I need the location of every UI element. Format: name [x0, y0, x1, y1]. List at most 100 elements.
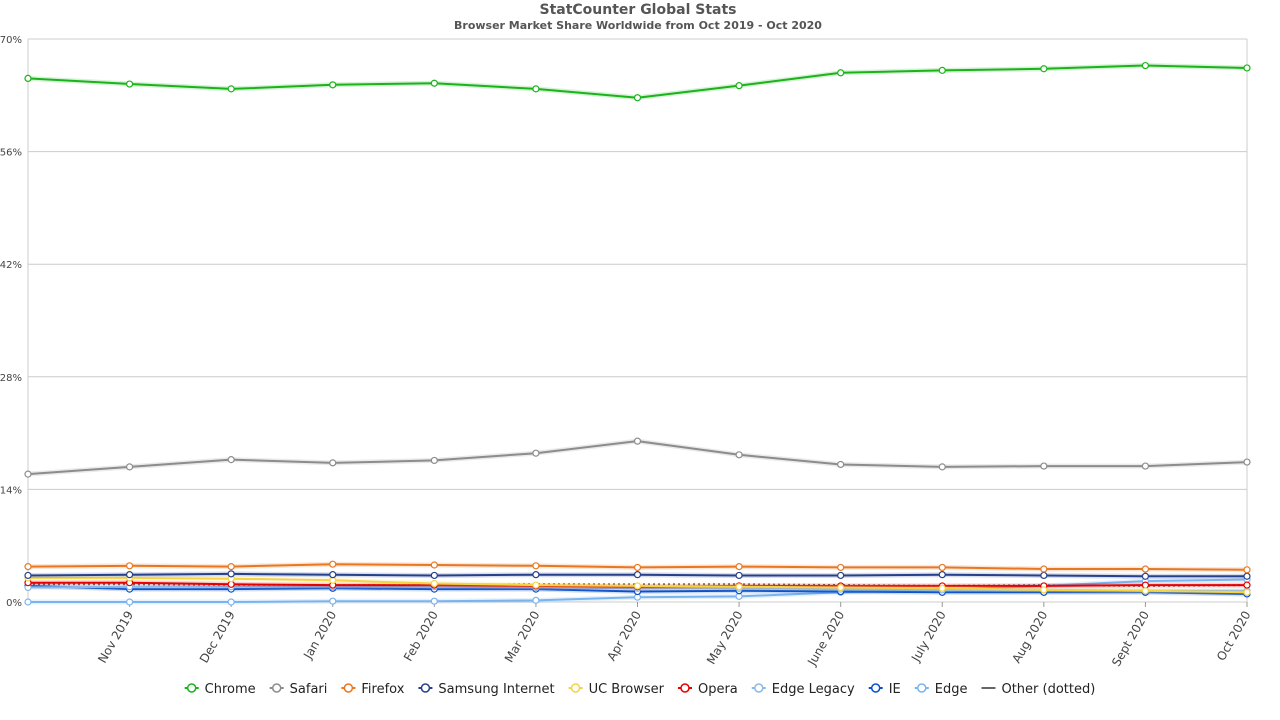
data-point-samsung-internet[interactable] [532, 571, 540, 579]
data-point-firefox[interactable] [837, 563, 845, 572]
data-point-uc-browser[interactable] [1243, 588, 1251, 596]
data-point-chrome[interactable] [24, 74, 32, 83]
data-point-samsung-internet[interactable] [125, 571, 134, 579]
data-point-safari[interactable] [532, 449, 540, 457]
legend-marker [343, 683, 354, 693]
x-tick-label: Dec 2019 [197, 609, 238, 666]
data-point-chrome[interactable] [735, 82, 743, 90]
legend-item-ie[interactable]: IE [868, 682, 901, 697]
y-tick-label: 28% [0, 373, 22, 384]
data-point-firefox[interactable] [125, 562, 134, 570]
data-point-uc-browser[interactable] [532, 581, 540, 589]
data-point-chrome[interactable] [430, 79, 438, 87]
data-point-safari[interactable] [1141, 462, 1150, 470]
legend-marker [680, 683, 690, 693]
legend-item-other-dotted[interactable]: Other (dotted) [981, 682, 1095, 697]
data-point-samsung-internet[interactable] [1040, 571, 1048, 580]
data-point-firefox[interactable] [430, 561, 438, 569]
y-tick-label: 14% [0, 485, 22, 496]
data-point-opera[interactable] [1243, 581, 1251, 589]
data-point-edge[interactable] [329, 597, 337, 605]
legend-label: Firefox [361, 682, 404, 697]
data-point-safari[interactable] [837, 460, 845, 469]
data-point-chrome[interactable] [125, 80, 134, 88]
data-point-chrome[interactable] [532, 85, 540, 93]
x-tick-label: Feb 2020 [401, 609, 441, 664]
data-point-samsung-internet[interactable] [430, 571, 438, 580]
data-point-uc-browser[interactable] [837, 583, 845, 592]
data-point-safari[interactable] [125, 463, 134, 471]
legend: Chrome Safari Firefox Samsung Internet UC Br… [184, 682, 1095, 697]
data-point-uc-browser[interactable] [735, 583, 743, 591]
y-axis-ticks: 0% 14% 28% 42% 56% 70% [0, 35, 22, 609]
legend-item-firefox[interactable]: Firefox [341, 682, 405, 697]
data-point-firefox[interactable] [329, 560, 337, 568]
data-point-chrome[interactable] [1141, 61, 1150, 70]
data-point-edge[interactable] [227, 598, 235, 606]
legend-marker [420, 683, 431, 693]
data-point-chrome[interactable] [227, 85, 235, 93]
data-point-samsung-internet[interactable] [1141, 572, 1150, 580]
data-point-samsung-internet[interactable] [938, 571, 946, 579]
data-point-uc-browser[interactable] [430, 579, 438, 588]
data-point-firefox[interactable] [735, 563, 743, 571]
legend-label: Edge Legacy [772, 682, 855, 697]
data-point-samsung-internet[interactable] [735, 571, 743, 580]
legend-item-edge[interactable]: Edge [914, 682, 968, 697]
data-point-firefox[interactable] [227, 563, 235, 571]
data-point-chrome[interactable] [633, 94, 642, 102]
data-point-chrome[interactable] [837, 69, 845, 77]
data-point-edge[interactable] [532, 596, 540, 604]
legend-marker [570, 683, 581, 693]
data-point-firefox[interactable] [938, 563, 946, 572]
data-point-safari[interactable] [227, 456, 235, 464]
data-point-safari[interactable] [735, 451, 743, 459]
data-point-samsung-internet[interactable] [227, 570, 235, 578]
data-point-safari[interactable] [24, 470, 32, 478]
data-point-chrome[interactable] [1243, 64, 1251, 72]
x-tick-label: Oct 2020 [1214, 609, 1254, 664]
legend-item-uc-browser[interactable]: UC Browser [568, 682, 665, 697]
legend-item-chrome[interactable]: Chrome [184, 682, 256, 697]
data-point-samsung-internet[interactable] [837, 571, 845, 580]
data-point-samsung-internet[interactable] [24, 571, 32, 580]
data-point-edge[interactable] [24, 598, 32, 606]
legend-item-edge-legacy[interactable]: Edge Legacy [751, 682, 855, 697]
data-point-firefox[interactable] [1141, 565, 1150, 573]
legend-marker [186, 683, 197, 693]
data-point-samsung-internet[interactable] [1243, 572, 1251, 580]
data-point-edge[interactable] [125, 598, 134, 606]
legend-item-opera[interactable]: Opera [677, 682, 738, 697]
legend-item-samsung-internet[interactable]: Samsung Internet [418, 682, 555, 697]
data-point-chrome[interactable] [329, 81, 337, 89]
y-tick-label: 42% [0, 260, 22, 271]
data-point-safari[interactable] [938, 463, 946, 471]
data-point-chrome[interactable] [1040, 65, 1048, 73]
legend-label: Other (dotted) [1001, 682, 1095, 697]
y-tick-label: 0% [6, 598, 22, 609]
data-point-chrome[interactable] [938, 66, 946, 74]
data-point-samsung-internet[interactable] [329, 571, 337, 579]
legend-label: Safari [290, 682, 328, 697]
data-point-firefox[interactable] [532, 562, 540, 570]
data-point-firefox[interactable] [1243, 566, 1251, 574]
data-point-firefox[interactable] [633, 563, 642, 572]
gridlines [27, 38, 1248, 603]
data-point-samsung-internet[interactable] [633, 571, 642, 579]
data-point-firefox[interactable] [1040, 565, 1048, 573]
data-point-safari[interactable] [329, 459, 337, 467]
x-tick-label: Nov 2019 [95, 609, 136, 666]
data-point-safari[interactable] [1243, 458, 1251, 466]
data-point-uc-browser[interactable] [938, 584, 946, 592]
data-point-uc-browser[interactable] [1141, 587, 1150, 595]
data-point-safari[interactable] [1040, 462, 1048, 470]
data-point-firefox[interactable] [24, 563, 32, 571]
data-point-uc-browser[interactable] [1040, 586, 1048, 594]
x-tick-label: Sept 2020 [1109, 609, 1152, 669]
data-point-uc-browser[interactable] [633, 582, 642, 590]
legend-item-safari[interactable]: Safari [269, 682, 328, 697]
data-point-safari[interactable] [633, 437, 642, 445]
data-point-edge[interactable] [430, 597, 438, 605]
legend-marker [917, 683, 927, 693]
data-point-safari[interactable] [430, 456, 438, 465]
